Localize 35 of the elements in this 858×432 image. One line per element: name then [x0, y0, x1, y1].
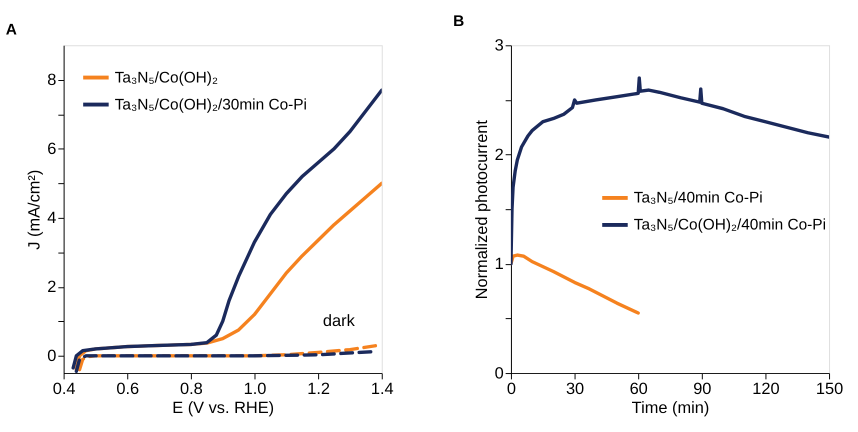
legend-label: Ta₃N₅/40min Co-Pi	[634, 190, 763, 207]
y-tick-label: 3	[494, 36, 504, 55]
legend-label: Ta₃N₅/Co(OH)₂	[114, 69, 218, 86]
x-tick-label: 0	[506, 380, 516, 398]
y-tick-label: 8	[47, 71, 56, 90]
y-axis-title: J (mA/cm²)	[26, 170, 44, 250]
line-series	[510, 253, 640, 315]
x-tick-label: 1.2	[307, 380, 330, 398]
x-tick-label: 60	[630, 380, 648, 398]
y-tick-label: 1	[494, 255, 504, 274]
line-series	[510, 76, 830, 266]
x-tick-label: 0.4	[52, 380, 76, 398]
x-tick-label: 0.6	[116, 380, 140, 398]
y-tick-label: 6	[47, 140, 56, 158]
y-tick-label: 2	[494, 146, 504, 164]
x-tick-label: 1.4	[370, 380, 394, 398]
x-tick-label: 1.0	[244, 380, 266, 398]
chart-title: A	[6, 22, 17, 39]
chart-title: B	[453, 13, 464, 30]
x-tick-label: 150	[816, 380, 844, 398]
x-axis-title: Time (min)	[632, 399, 710, 418]
y-tick-label: 2	[47, 278, 56, 296]
y-tick-label: 0	[47, 347, 56, 366]
y-tick-label: 4	[47, 209, 56, 228]
annotation: dark	[322, 312, 356, 330]
x-tick-label: 0.8	[180, 380, 203, 398]
legend-label: Ta₃N₅/Co(OH)₂/40min Co-Pi	[634, 216, 826, 234]
x-tick-label: 90	[693, 380, 712, 398]
y-tick-label: 0	[494, 364, 504, 382]
y-axis-title: Normalized photocurrent	[472, 120, 491, 300]
line-series	[71, 88, 382, 370]
x-axis-title: E (V vs. RHE)	[172, 399, 274, 418]
x-tick-label: 30	[566, 380, 584, 398]
x-tick-label: 120	[752, 380, 780, 398]
legend-label: Ta₃N₅/Co(OH)₂/30min Co-Pi	[114, 96, 307, 114]
